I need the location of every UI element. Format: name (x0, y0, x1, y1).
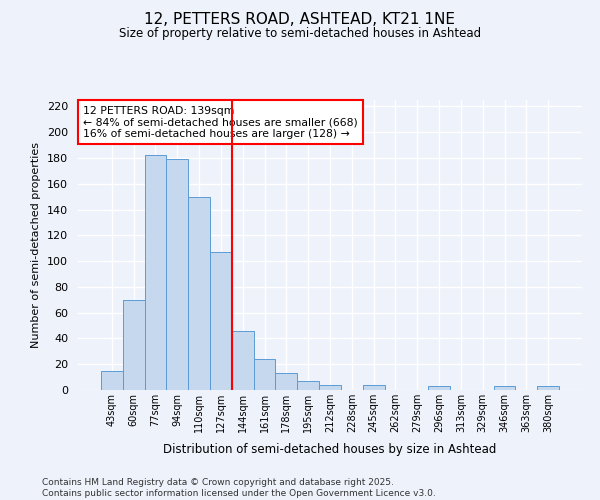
Bar (275, 373, 297, 390)
Bar (232, 330, 254, 390)
Text: Contains HM Land Registry data © Crown copyright and database right 2025.
Contai: Contains HM Land Registry data © Crown c… (42, 478, 436, 498)
Text: Size of property relative to semi-detached houses in Ashtead: Size of property relative to semi-detach… (119, 28, 481, 40)
Bar (363, 385, 385, 390)
Text: Distribution of semi-detached houses by size in Ashtead: Distribution of semi-detached houses by … (163, 442, 497, 456)
Text: 12 PETTERS ROAD: 139sqm
← 84% of semi-detached houses are smaller (668)
16% of s: 12 PETTERS ROAD: 139sqm ← 84% of semi-de… (83, 106, 358, 139)
Bar (319, 385, 341, 390)
Bar (210, 252, 232, 390)
Text: 12, PETTERS ROAD, ASHTEAD, KT21 1NE: 12, PETTERS ROAD, ASHTEAD, KT21 1NE (145, 12, 455, 28)
Bar (145, 156, 166, 390)
Bar (123, 300, 145, 390)
Bar (101, 370, 123, 390)
Bar (494, 386, 515, 390)
Bar (166, 160, 188, 390)
Y-axis label: Number of semi-detached properties: Number of semi-detached properties (31, 142, 41, 348)
Bar (537, 386, 559, 390)
Bar (297, 381, 319, 390)
Bar (428, 386, 450, 390)
Bar (254, 359, 275, 390)
Bar (188, 196, 210, 390)
